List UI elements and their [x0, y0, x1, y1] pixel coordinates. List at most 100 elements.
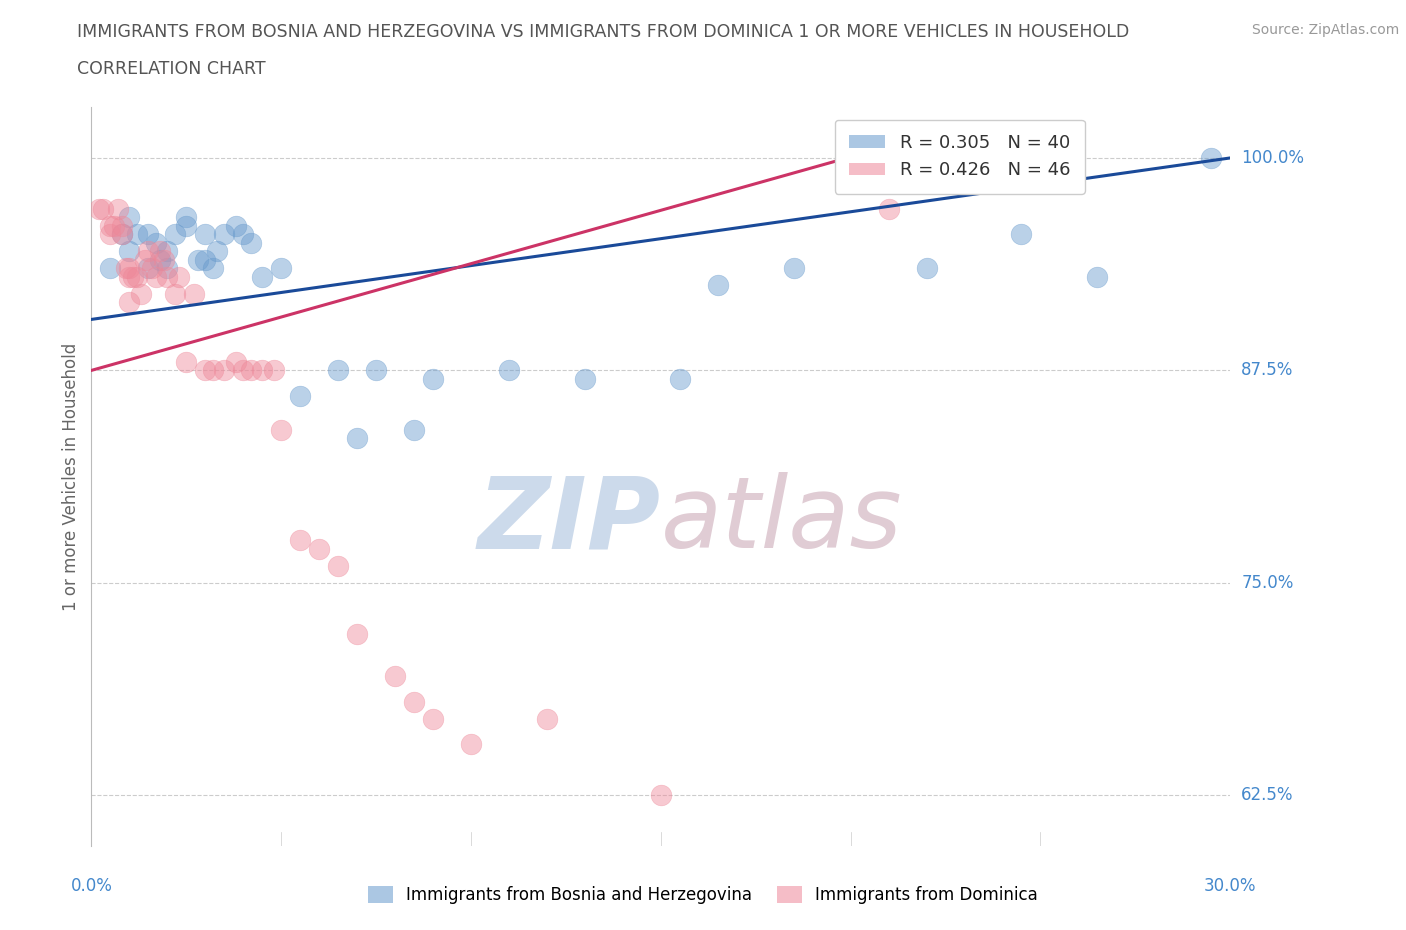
Point: [163, 286, 186, 301]
Point: [87, 202, 110, 217]
Point: [152, 252, 174, 267]
Point: [270, 422, 292, 437]
Point: [1010, 227, 1032, 242]
Point: [111, 219, 134, 233]
Point: [225, 219, 247, 233]
Point: [460, 737, 482, 751]
Point: [404, 695, 426, 710]
Point: [201, 363, 224, 378]
Point: [290, 389, 312, 404]
Point: [201, 261, 224, 276]
Point: [163, 227, 186, 242]
Point: [145, 235, 167, 250]
Y-axis label: 1 or more Vehicles in Household: 1 or more Vehicles in Household: [62, 342, 80, 611]
Point: [174, 210, 197, 225]
Point: [498, 363, 520, 378]
Point: [308, 541, 330, 556]
Point: [187, 252, 209, 267]
Point: [364, 363, 387, 378]
Point: [118, 295, 141, 310]
Point: [326, 363, 349, 378]
Point: [232, 227, 254, 242]
Legend: Immigrants from Bosnia and Herzegovina, Immigrants from Dominica: Immigrants from Bosnia and Herzegovina, …: [361, 879, 1045, 910]
Point: [118, 270, 141, 285]
Point: [346, 431, 368, 445]
Point: [111, 227, 134, 242]
Point: [138, 227, 160, 242]
Text: IMMIGRANTS FROM BOSNIA AND HERZEGOVINA VS IMMIGRANTS FROM DOMINICA 1 OR MORE VEH: IMMIGRANTS FROM BOSNIA AND HERZEGOVINA V…: [77, 23, 1129, 41]
Point: [107, 202, 129, 217]
Point: [156, 270, 179, 285]
Point: [263, 363, 285, 378]
Point: [270, 261, 292, 276]
Point: [239, 363, 262, 378]
Text: 30.0%: 30.0%: [1204, 877, 1257, 895]
Legend: R = 0.305   N = 40, R = 0.426   N = 46: R = 0.305 N = 40, R = 0.426 N = 46: [835, 120, 1084, 193]
Point: [225, 354, 247, 369]
Text: Source: ZipAtlas.com: Source: ZipAtlas.com: [1251, 23, 1399, 37]
Text: 62.5%: 62.5%: [1241, 786, 1294, 804]
Text: 87.5%: 87.5%: [1241, 362, 1294, 379]
Point: [118, 210, 141, 225]
Point: [122, 270, 145, 285]
Point: [194, 363, 217, 378]
Point: [422, 371, 444, 386]
Point: [129, 286, 152, 301]
Point: [536, 711, 558, 726]
Point: [422, 711, 444, 726]
Point: [290, 533, 312, 548]
Point: [183, 286, 205, 301]
Point: [214, 363, 236, 378]
Point: [118, 244, 141, 259]
Point: [98, 219, 121, 233]
Point: [1201, 151, 1223, 166]
Point: [404, 422, 426, 437]
Point: [384, 669, 406, 684]
Point: [125, 227, 148, 242]
Point: [134, 252, 156, 267]
Point: [141, 261, 163, 276]
Point: [138, 244, 160, 259]
Point: [156, 244, 179, 259]
Point: [194, 252, 217, 267]
Point: [232, 363, 254, 378]
Point: [118, 261, 141, 276]
Point: [98, 227, 121, 242]
Point: [114, 261, 136, 276]
Text: 75.0%: 75.0%: [1241, 574, 1294, 591]
Point: [149, 244, 172, 259]
Point: [205, 244, 228, 259]
Point: [138, 261, 160, 276]
Point: [214, 227, 236, 242]
Point: [782, 261, 804, 276]
Text: atlas: atlas: [661, 472, 903, 569]
Text: 100.0%: 100.0%: [1241, 149, 1305, 167]
Point: [239, 235, 262, 250]
Point: [149, 252, 172, 267]
Point: [156, 261, 179, 276]
Point: [574, 371, 596, 386]
Point: [194, 227, 217, 242]
Point: [125, 270, 148, 285]
Text: CORRELATION CHART: CORRELATION CHART: [77, 60, 266, 78]
Point: [145, 270, 167, 285]
Point: [174, 219, 197, 233]
Point: [250, 363, 273, 378]
Point: [91, 202, 114, 217]
Point: [326, 558, 349, 573]
Point: [167, 270, 190, 285]
Point: [250, 270, 273, 285]
Point: [877, 202, 900, 217]
Point: [174, 354, 197, 369]
Point: [346, 627, 368, 642]
Point: [915, 261, 938, 276]
Point: [103, 219, 125, 233]
Point: [111, 227, 134, 242]
Point: [650, 788, 672, 803]
Point: [98, 261, 121, 276]
Text: ZIP: ZIP: [478, 472, 661, 569]
Point: [669, 371, 692, 386]
Point: [1087, 270, 1109, 285]
Point: [707, 278, 730, 293]
Text: 0.0%: 0.0%: [70, 877, 112, 895]
